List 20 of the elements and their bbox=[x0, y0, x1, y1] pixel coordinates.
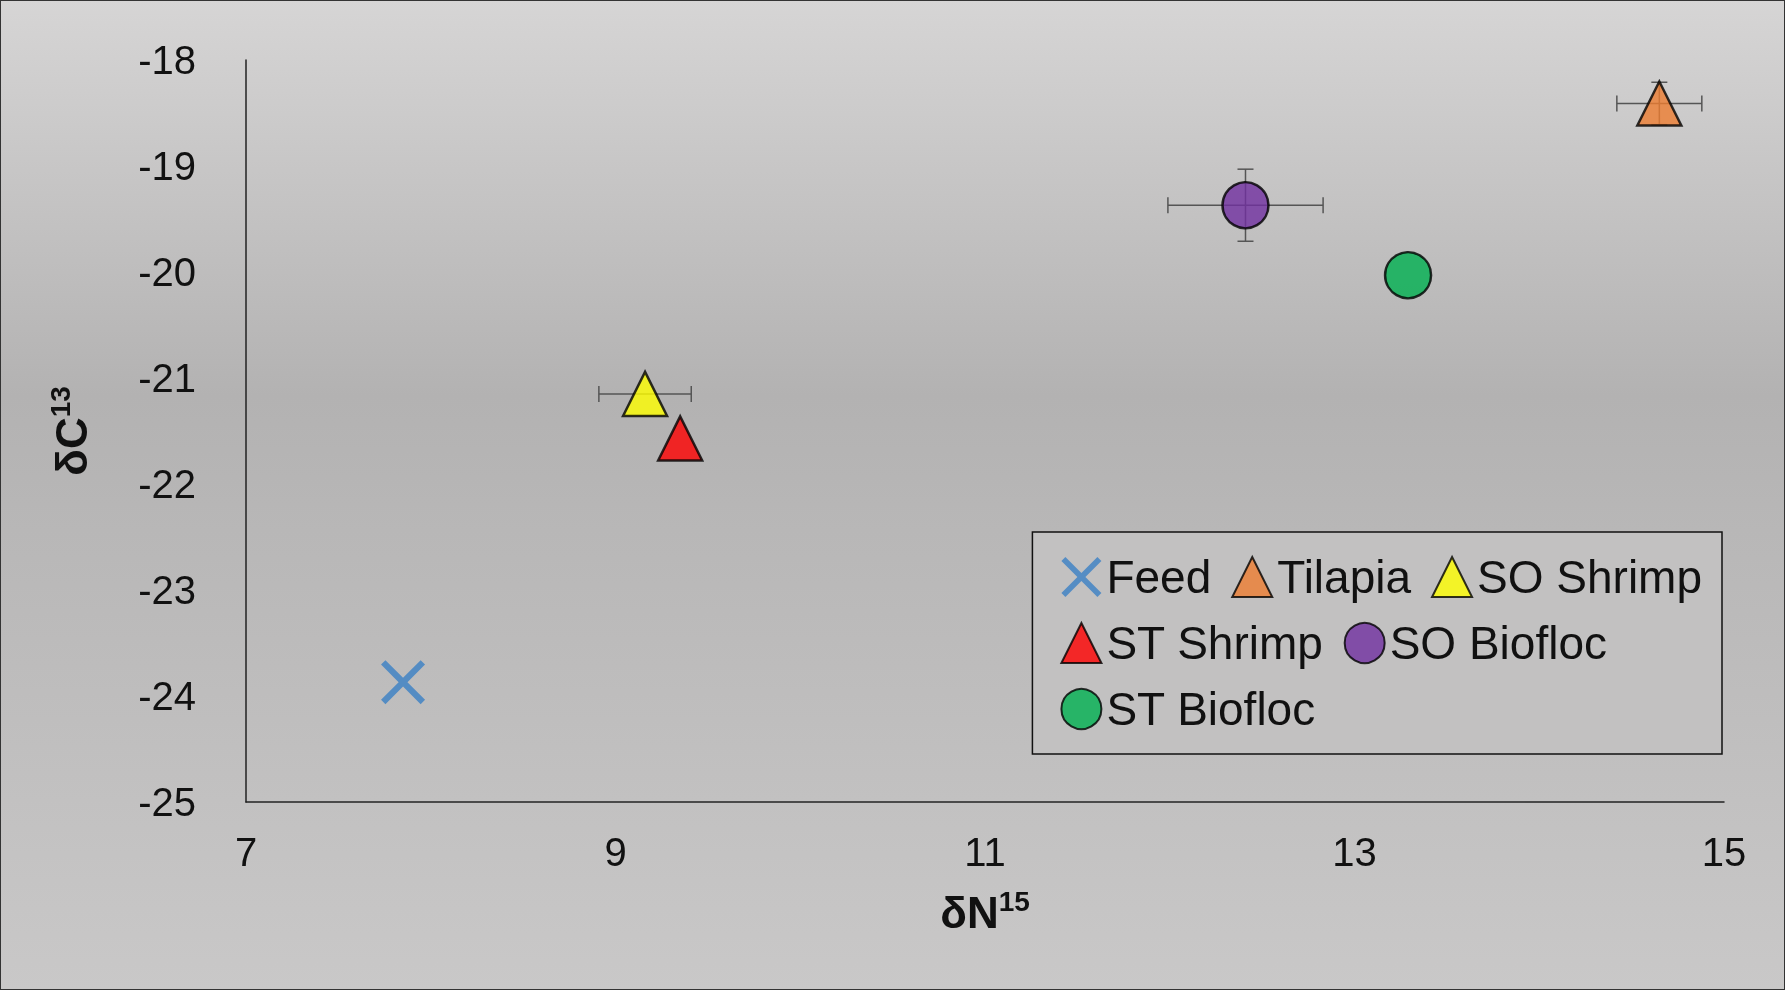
y-tick-label: -22 bbox=[138, 462, 196, 506]
y-tick-label: -24 bbox=[138, 674, 196, 718]
legend-label: Feed bbox=[1106, 551, 1212, 603]
legend-label: ST Shrimp bbox=[1106, 617, 1323, 669]
x-tick-label: 15 bbox=[1701, 830, 1747, 874]
y-tick-label: -20 bbox=[138, 250, 196, 294]
y-axis-title: δC13 bbox=[44, 386, 96, 476]
x-tick-label: 7 bbox=[234, 830, 258, 874]
y-tick-label: -19 bbox=[138, 144, 196, 188]
y-tick-label: -25 bbox=[138, 780, 196, 824]
y-tick-label: -21 bbox=[138, 356, 196, 400]
legend-label: Tilapia bbox=[1277, 551, 1412, 603]
y-tick-label: -23 bbox=[138, 568, 196, 612]
legend-label: SO Shrimp bbox=[1477, 551, 1703, 603]
legend-label: SO Biofloc bbox=[1389, 617, 1607, 669]
legend-label: ST Biofloc bbox=[1106, 683, 1316, 735]
x-tick-label: 9 bbox=[604, 830, 627, 874]
x-tick-label: 11 bbox=[964, 830, 1006, 874]
x-tick-label: 13 bbox=[1332, 830, 1377, 874]
y-tick-label: -18 bbox=[138, 38, 196, 82]
